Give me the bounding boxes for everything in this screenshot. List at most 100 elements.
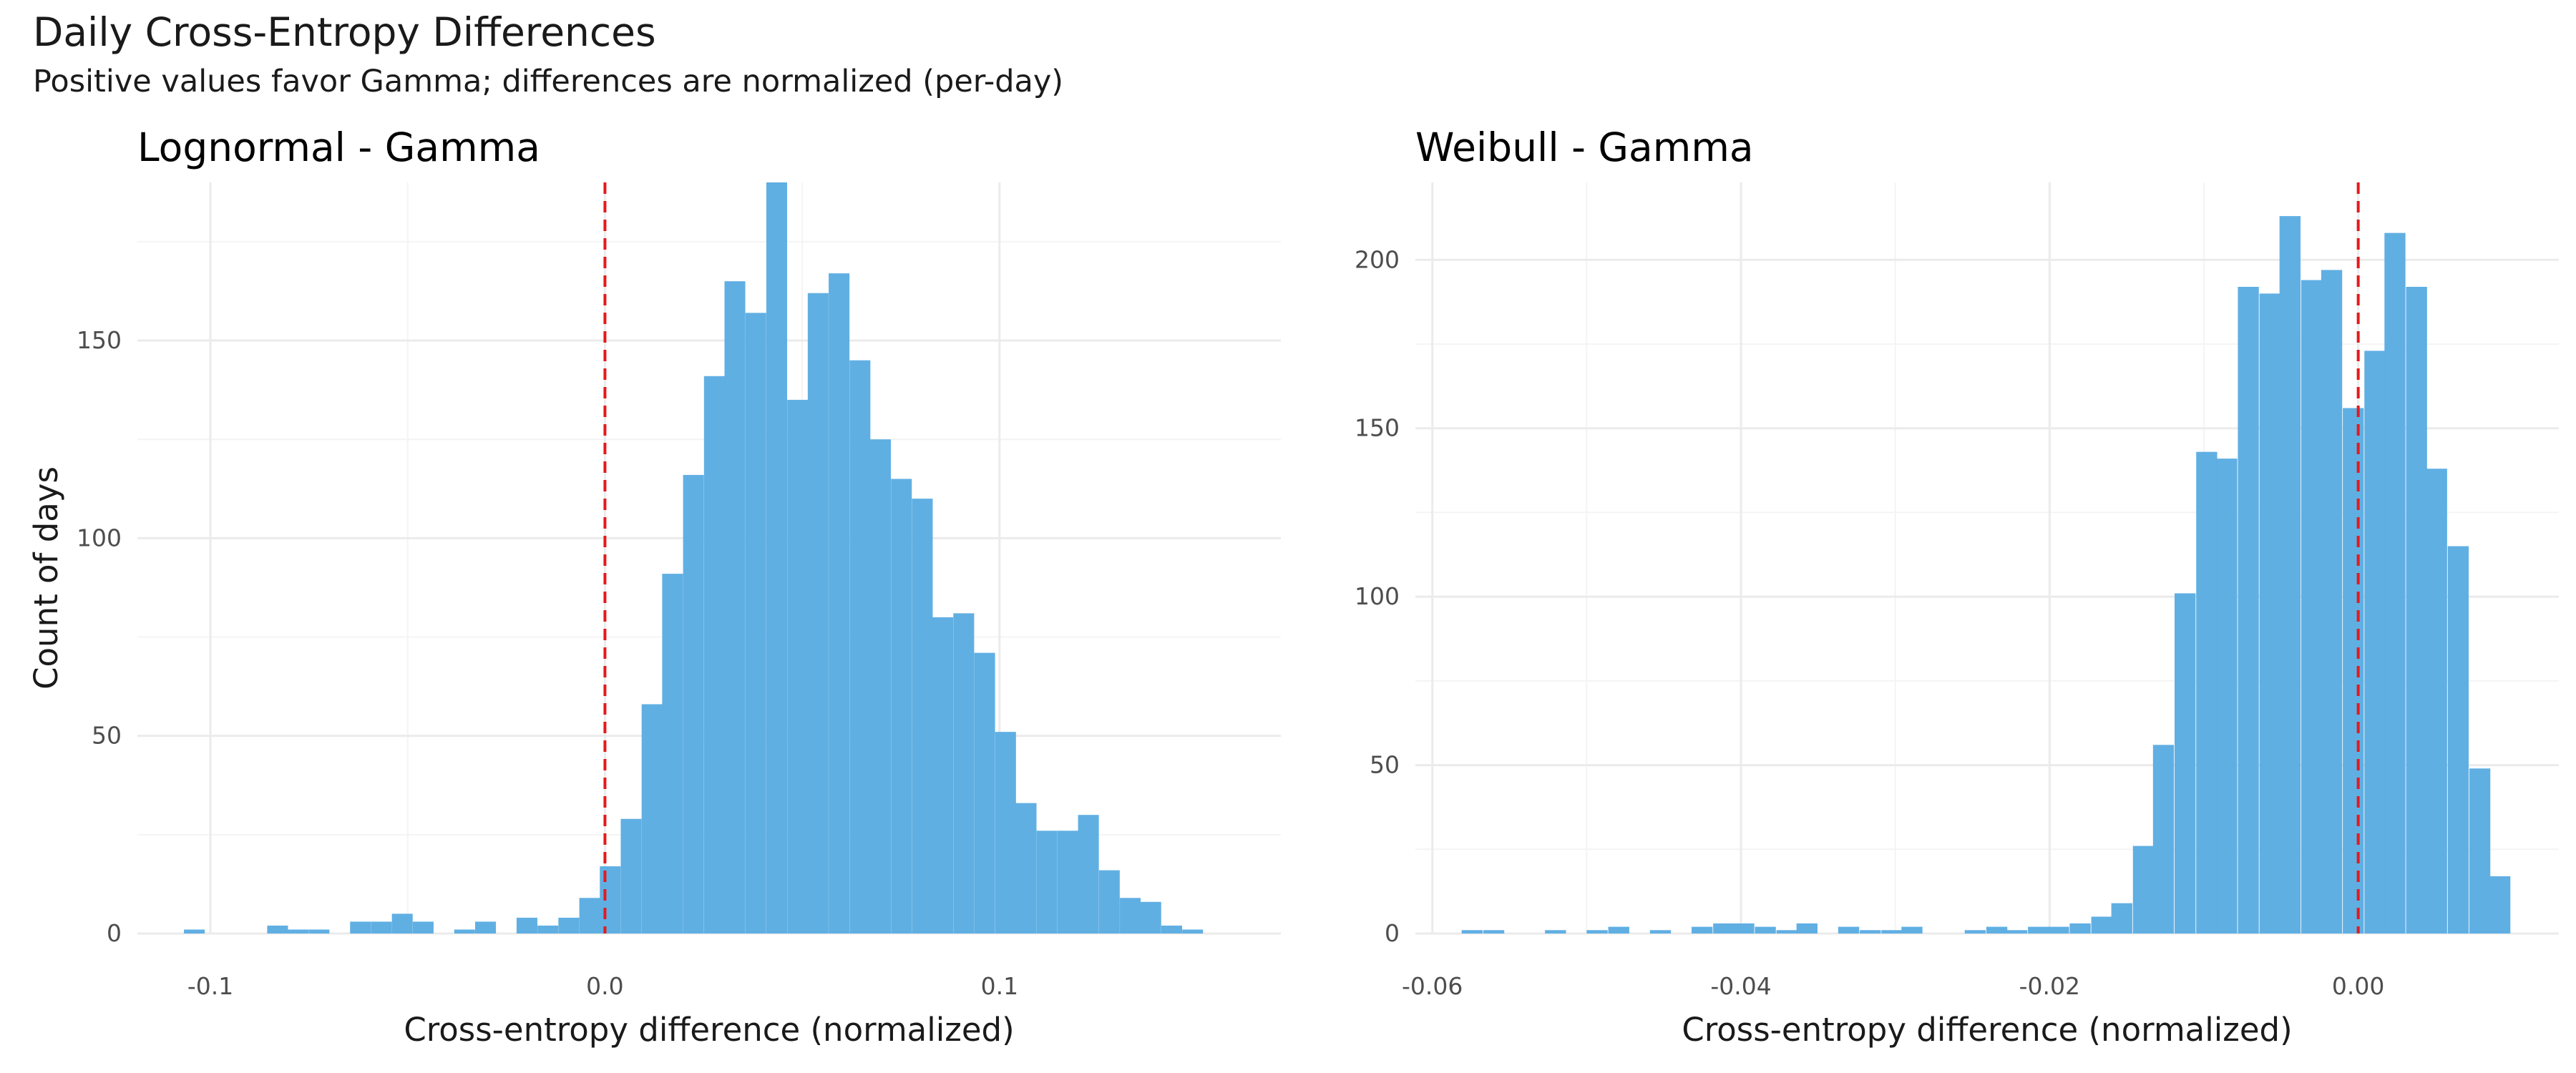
histogram-bar <box>912 499 933 934</box>
histogram-bar <box>2469 768 2491 934</box>
histogram-bar <box>2489 876 2511 934</box>
histogram-bar <box>1986 926 2008 934</box>
histogram-bar <box>829 273 850 934</box>
histogram-bar <box>1161 925 1182 934</box>
histogram-bar <box>537 925 559 934</box>
histogram-bar <box>2216 459 2238 934</box>
x-tick-label: 0.00 <box>2332 972 2384 1000</box>
histogram-bar <box>766 182 788 934</box>
panel-title: Weibull - Gamma <box>1415 124 1754 170</box>
histogram-bar <box>371 921 392 934</box>
histogram-bar <box>953 613 975 934</box>
y-tick-label: 150 <box>77 326 122 354</box>
histogram-bar <box>1483 930 1505 934</box>
histogram-bar <box>1776 930 1797 934</box>
histogram-bar <box>2426 469 2447 934</box>
histogram-bar <box>516 917 537 934</box>
histogram-bar <box>724 281 746 934</box>
x-tick-label: -0.02 <box>2019 972 2080 1000</box>
histogram-bar <box>1036 831 1058 934</box>
histogram-bar <box>703 376 725 934</box>
histogram-bar <box>620 818 642 934</box>
y-tick-labels: 0 50 100 150 <box>77 326 122 947</box>
histogram-bar <box>1860 930 1881 934</box>
histogram-bar <box>2343 408 2364 934</box>
histogram-bar <box>2028 926 2049 934</box>
histogram-bar <box>932 617 954 934</box>
histogram-bar <box>1713 923 1735 934</box>
histogram-bar <box>1608 926 1629 934</box>
histogram-bar <box>891 479 912 934</box>
histogram-bar <box>558 917 580 934</box>
histogram-bar <box>2196 451 2218 934</box>
histogram-bar <box>2069 923 2091 934</box>
y-tick-labels: 0 50 100 150 200 <box>1355 245 1400 947</box>
histogram-bar <box>2279 216 2301 934</box>
histogram-bar <box>683 474 704 934</box>
histogram-bar <box>288 929 309 934</box>
y-tick-label: 100 <box>1355 582 1400 610</box>
histogram-bar <box>1796 923 1818 934</box>
histogram-bar <box>1881 930 1903 934</box>
histogram-bar <box>2301 280 2323 934</box>
histogram-bar <box>1098 870 1120 934</box>
x-tick-label: 0.1 <box>981 972 1018 1000</box>
histogram-bar <box>2238 286 2259 934</box>
histogram-bar <box>579 898 600 934</box>
x-axis-label: Cross-entropy difference (normalized) <box>1682 1011 2292 1049</box>
histogram-bar <box>995 732 1016 934</box>
panel-lognormal-gamma: Lognormal - Gamma 0 50 100 150 -0.1 0.0 0.1 C… <box>27 124 1281 1049</box>
histogram-bar <box>454 929 475 934</box>
histogram-bar <box>662 574 683 934</box>
histogram-bar <box>2111 903 2132 934</box>
histogram-bar <box>1733 923 1755 934</box>
x-axis-label: Cross-entropy difference (normalized) <box>404 1011 1014 1049</box>
histogram-bar <box>2364 351 2386 934</box>
panel-title: Lognormal - Gamma <box>137 124 540 170</box>
histogram-bar <box>600 866 621 934</box>
histogram-bar <box>2406 286 2427 934</box>
histogram-bar <box>787 399 809 934</box>
histogram-bar <box>1964 930 1986 934</box>
histogram-bar <box>267 925 288 934</box>
histogram-bar <box>1838 926 1860 934</box>
histogram-bar <box>1545 930 1566 934</box>
histogram-bar <box>1140 901 1161 934</box>
y-tick-label: 0 <box>107 919 122 947</box>
histogram-bar <box>2447 546 2469 934</box>
histogram-bar <box>2152 745 2175 934</box>
histogram-bar <box>745 313 766 934</box>
x-tick-label: -0.06 <box>1402 972 1463 1000</box>
histogram-bar <box>1901 926 1923 934</box>
histogram-bars <box>184 182 1204 934</box>
y-tick-label: 50 <box>1370 751 1400 779</box>
figure-title: Daily Cross-Entropy Differences <box>33 9 656 55</box>
histogram-bar <box>2091 916 2112 934</box>
histogram-bar <box>974 652 995 934</box>
y-tick-label: 0 <box>1385 919 1400 947</box>
x-tick-labels: -0.06 -0.04 -0.02 0.00 <box>1402 972 2384 1000</box>
histogram-bar <box>849 360 871 934</box>
figure-subtitle: Positive values favor Gamma; differences… <box>33 64 1064 99</box>
histogram-bar <box>869 439 892 934</box>
x-tick-labels: -0.1 0.0 0.1 <box>187 972 1018 1000</box>
y-tick-label: 50 <box>92 722 122 750</box>
histogram-bar <box>350 921 371 934</box>
histogram-bar <box>1182 929 1204 934</box>
histogram-bar <box>1057 831 1078 934</box>
histogram-bars <box>1461 216 2511 934</box>
histogram-bar <box>807 293 829 934</box>
histogram-bar <box>1120 898 1141 934</box>
y-tick-label: 200 <box>1355 245 1400 273</box>
histogram-bar <box>475 921 497 934</box>
histogram-bar <box>2259 293 2280 934</box>
histogram-bar <box>2006 930 2028 934</box>
histogram-bar <box>1078 815 1099 934</box>
histogram-bar <box>2321 270 2343 934</box>
histogram-bar <box>1649 930 1672 934</box>
x-tick-label: 0.0 <box>586 972 623 1000</box>
histogram-bar <box>184 929 205 934</box>
histogram-bar <box>391 913 413 934</box>
